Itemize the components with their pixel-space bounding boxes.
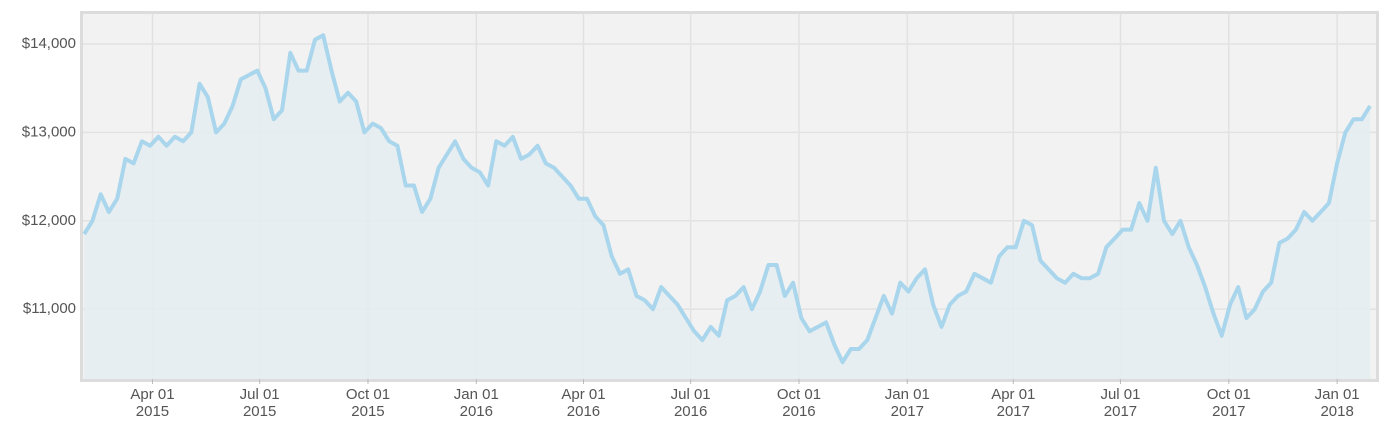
area xyxy=(84,35,1371,379)
x-tick-label: Apr 01 xyxy=(130,386,174,403)
x-tick-label: Jul 01 xyxy=(240,386,280,403)
x-tick-label: 2015 xyxy=(351,403,384,420)
x-tick-label: Jan 01 xyxy=(885,386,930,403)
x-tick-label: 2016 xyxy=(567,403,600,420)
line xyxy=(82,33,1372,365)
x-tick-label: Oct 01 xyxy=(777,386,821,403)
x-tick-label: 2017 xyxy=(1212,403,1245,420)
y-tick-label: $11,000 xyxy=(23,300,76,317)
x-tick-label: Apr 01 xyxy=(991,386,1035,403)
x-tick-label: Apr 01 xyxy=(561,386,605,403)
x-tick-label: Jan 01 xyxy=(454,386,499,403)
x-tick-label: Jan 01 xyxy=(1315,386,1360,403)
y-tick-label: $12,000 xyxy=(22,212,76,229)
y-tick-label: $14,000 xyxy=(22,35,76,52)
x-tick-label: 2016 xyxy=(460,403,493,420)
x-tick-label: 2017 xyxy=(891,403,924,420)
x-tick-label: 2018 xyxy=(1320,403,1353,420)
x-tick-label: Jul 01 xyxy=(1100,386,1140,403)
x-tick-label: Oct 01 xyxy=(346,386,390,403)
x-tick-label: 2015 xyxy=(243,403,276,420)
x-tick-label: Jul 01 xyxy=(671,386,711,403)
x-tick-label: 2016 xyxy=(782,403,815,420)
y-tick-label: $13,000 xyxy=(22,123,76,140)
x-tick-label: 2017 xyxy=(997,403,1030,420)
x-tick-label: 2017 xyxy=(1104,403,1137,420)
x-tick-label: 2015 xyxy=(136,403,169,420)
x-tick-label: Oct 01 xyxy=(1207,386,1251,403)
x-tick-label: 2016 xyxy=(674,403,707,420)
